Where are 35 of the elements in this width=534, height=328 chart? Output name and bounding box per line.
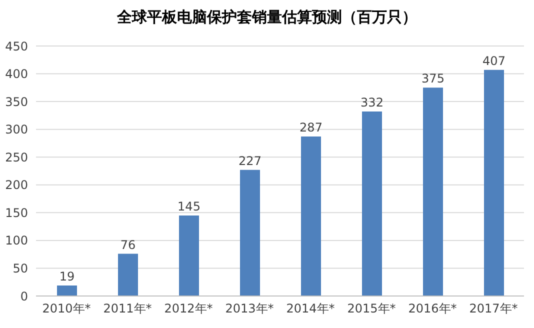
y-tick-label: 150 [5, 206, 28, 220]
x-tick-label: 2013年* [225, 302, 274, 316]
bar [423, 88, 443, 296]
y-tick-label: 450 [5, 39, 28, 54]
bar [484, 70, 504, 296]
x-tick-label: 2014年* [286, 302, 335, 316]
y-tick-label: 350 [5, 94, 28, 109]
data-label: 19 [59, 269, 75, 284]
y-tick-label: 0 [20, 289, 28, 304]
bar [57, 285, 77, 296]
bar [179, 215, 199, 296]
y-tick-label: 50 [12, 261, 28, 276]
y-tick-label: 250 [5, 150, 28, 164]
data-label: 407 [482, 54, 506, 68]
bar [362, 112, 382, 296]
data-label: 375 [422, 72, 444, 86]
y-tick-label: 100 [5, 234, 28, 248]
data-label: 287 [300, 120, 322, 135]
chart-title: 全球平板电脑保护套销量估算预测（百万只） [116, 8, 418, 27]
y-tick-label: 400 [5, 67, 28, 82]
x-tick-label: 2010年* [42, 302, 91, 316]
data-label: 227 [238, 154, 262, 168]
x-tick-label: 2017年* [469, 302, 518, 316]
bar [118, 254, 138, 296]
data-label: 145 [178, 199, 200, 214]
bar [240, 170, 260, 296]
x-tick-label: 2012年* [164, 302, 213, 316]
x-tick-label: 2011年* [103, 302, 152, 316]
y-tick-label: 200 [5, 178, 28, 192]
data-label: 76 [120, 238, 136, 252]
x-tick-label: 2016年* [408, 302, 457, 316]
data-label: 332 [360, 96, 384, 110]
y-tick-label: 300 [5, 122, 28, 137]
bar [301, 136, 321, 296]
x-tick-label: 2015年* [347, 302, 396, 316]
